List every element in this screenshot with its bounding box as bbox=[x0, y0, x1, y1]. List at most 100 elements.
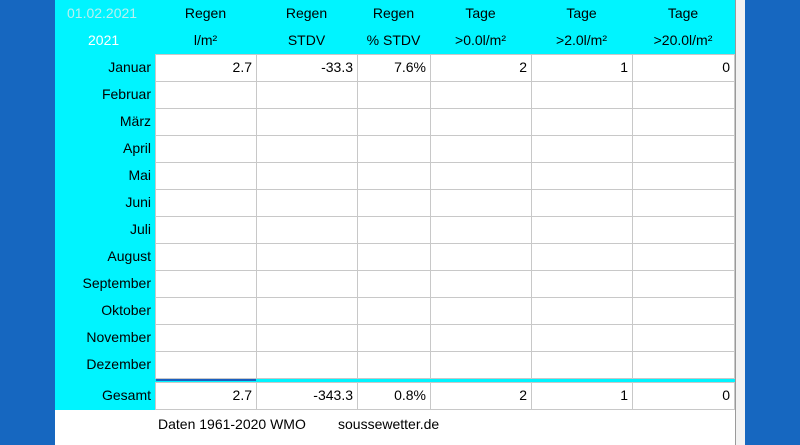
cell bbox=[632, 243, 735, 271]
cell bbox=[632, 216, 735, 244]
cell bbox=[531, 81, 633, 109]
cell bbox=[531, 162, 633, 190]
cell bbox=[531, 270, 633, 298]
cell bbox=[357, 108, 431, 136]
cell bbox=[155, 81, 257, 109]
column-header: % STDV bbox=[366, 32, 421, 48]
cell bbox=[357, 189, 431, 217]
cell bbox=[256, 351, 358, 379]
row-label: Juli bbox=[129, 221, 151, 237]
cell bbox=[531, 216, 633, 244]
cell bbox=[430, 216, 532, 244]
column-header: Tage bbox=[667, 5, 699, 21]
year: 2021 bbox=[88, 32, 120, 48]
cell bbox=[531, 189, 633, 217]
cell bbox=[357, 297, 431, 325]
cell bbox=[357, 162, 431, 190]
cell bbox=[632, 81, 735, 109]
cell bbox=[357, 270, 431, 298]
cell bbox=[155, 351, 257, 379]
cell bbox=[256, 270, 358, 298]
cell: 2.7 bbox=[155, 54, 257, 82]
cell bbox=[256, 216, 358, 244]
cell bbox=[256, 81, 358, 109]
cell: 1 bbox=[531, 382, 633, 410]
cell bbox=[430, 351, 532, 379]
cell bbox=[632, 351, 735, 379]
cell: 2 bbox=[430, 382, 532, 410]
cell bbox=[256, 324, 358, 352]
column-header: STDV bbox=[287, 32, 326, 48]
cell bbox=[632, 135, 735, 163]
column-header: Regen bbox=[184, 5, 227, 21]
cell: 1 bbox=[531, 54, 633, 82]
cell bbox=[430, 162, 532, 190]
footer bbox=[55, 410, 735, 445]
cell bbox=[256, 189, 358, 217]
cell bbox=[430, 189, 532, 217]
row-label: Dezember bbox=[86, 356, 151, 372]
row-label: Februar bbox=[101, 86, 151, 102]
date: 01.02.2021 bbox=[67, 5, 138, 21]
cell bbox=[531, 297, 633, 325]
cell bbox=[256, 297, 358, 325]
cell bbox=[256, 162, 358, 190]
row-label: Juni bbox=[125, 194, 151, 210]
row-label: Januar bbox=[108, 59, 151, 75]
cell bbox=[155, 189, 257, 217]
cell: 2.7 bbox=[155, 382, 257, 410]
cell bbox=[430, 324, 532, 352]
site: soussewetter.de bbox=[338, 416, 440, 432]
row-label: August bbox=[107, 248, 151, 264]
row-label: März bbox=[119, 113, 151, 129]
cell bbox=[155, 162, 257, 190]
cell bbox=[430, 108, 532, 136]
column-header: >0.0l/m² bbox=[455, 32, 506, 48]
cell bbox=[357, 324, 431, 352]
row-label: April bbox=[122, 140, 151, 156]
scroll-strip bbox=[735, 0, 745, 445]
cell bbox=[430, 270, 532, 298]
cell bbox=[531, 324, 633, 352]
row-label: Mai bbox=[128, 167, 151, 183]
cell bbox=[357, 351, 431, 379]
cell bbox=[531, 135, 633, 163]
cell bbox=[357, 81, 431, 109]
cell bbox=[531, 351, 633, 379]
column-header: >2.0l/m² bbox=[556, 32, 607, 48]
cell bbox=[256, 243, 358, 271]
cell: -33.3 bbox=[256, 54, 358, 82]
column-header: Tage bbox=[566, 5, 597, 21]
column-header: >20.0l/m² bbox=[653, 32, 713, 48]
cell bbox=[155, 216, 257, 244]
column-header: Tage bbox=[465, 5, 496, 21]
row-label: Oktober bbox=[101, 302, 151, 318]
cell: 0 bbox=[632, 382, 735, 410]
cell: 7.6% bbox=[357, 54, 431, 82]
column-header: l/m² bbox=[193, 32, 218, 48]
cell bbox=[430, 297, 532, 325]
cell bbox=[155, 270, 257, 298]
cell bbox=[632, 270, 735, 298]
cell bbox=[632, 162, 735, 190]
cell bbox=[430, 135, 532, 163]
cell bbox=[632, 189, 735, 217]
cell: 0 bbox=[632, 54, 735, 82]
cell bbox=[357, 216, 431, 244]
source: Daten 1961-2020 WMO bbox=[158, 416, 306, 432]
cell bbox=[531, 108, 633, 136]
cell bbox=[632, 324, 735, 352]
cell bbox=[357, 243, 431, 271]
cell bbox=[632, 297, 735, 325]
cell: -343.3 bbox=[256, 382, 358, 410]
row-label: Gesamt bbox=[101, 387, 151, 403]
cell bbox=[155, 108, 257, 136]
cell: 0.8% bbox=[357, 382, 431, 410]
cell bbox=[632, 108, 735, 136]
cell bbox=[155, 297, 257, 325]
row-label: September bbox=[82, 275, 151, 291]
cell bbox=[155, 135, 257, 163]
cell bbox=[430, 81, 532, 109]
column-header: Regen bbox=[372, 5, 415, 21]
